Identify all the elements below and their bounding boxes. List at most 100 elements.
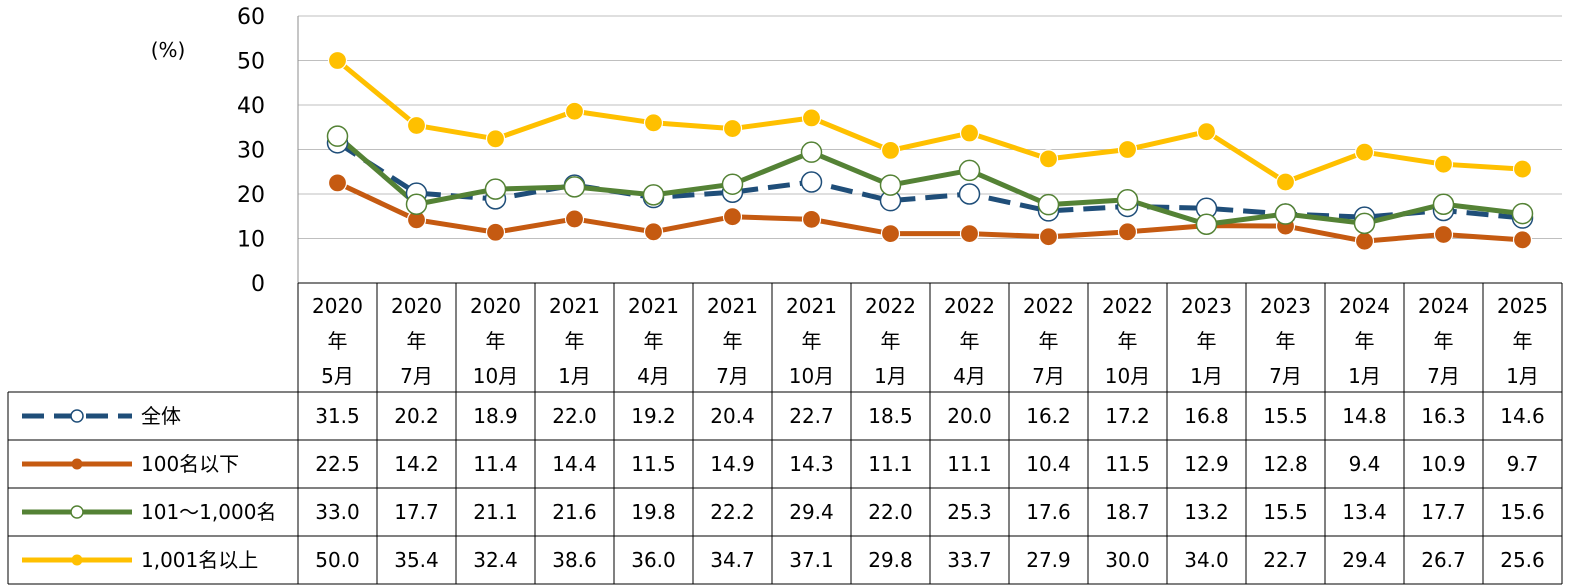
table-cell: 11.4 [473, 452, 518, 476]
y-tick-label: 60 [237, 5, 265, 30]
table-cell: 29.8 [868, 548, 913, 572]
table-cell: 10.9 [1421, 452, 1466, 476]
table-cell: 50.0 [315, 548, 360, 572]
x-tick-nen: 年 [723, 329, 743, 353]
table-cell: 26.7 [1421, 548, 1466, 572]
table-cell: 13.4 [1342, 500, 1387, 524]
data-point [643, 113, 664, 133]
table-cell: 19.8 [631, 500, 676, 524]
table-cell: 20.4 [710, 404, 755, 428]
table-cell: 11.5 [1105, 452, 1150, 476]
table-cell: 11.1 [868, 452, 913, 476]
data-point [564, 101, 585, 121]
table-cell: 21.6 [552, 500, 597, 524]
data-point [485, 129, 506, 149]
table-cell: 12.9 [1184, 452, 1229, 476]
data-point [1354, 231, 1375, 251]
x-tick-month: 1月 [1348, 364, 1381, 388]
table-cell: 18.5 [868, 404, 913, 428]
legend-swatch-marker [70, 505, 84, 519]
table-cell: 19.2 [631, 404, 676, 428]
x-tick-year: 2021 [628, 294, 679, 318]
table-cell: 37.1 [789, 548, 834, 572]
table-cell: 22.2 [710, 500, 755, 524]
data-point [958, 183, 981, 205]
table-cell: 14.6 [1500, 404, 1545, 428]
x-tick-month: 7月 [1032, 364, 1065, 388]
data-point [721, 173, 744, 195]
table-cell: 17.7 [1421, 500, 1466, 524]
x-tick-month: 1月 [1506, 364, 1539, 388]
data-point [800, 141, 823, 163]
x-tick-month: 1月 [558, 364, 591, 388]
series-line [336, 140, 1523, 221]
data-point [1354, 142, 1375, 162]
legend-swatch-marker [71, 458, 83, 470]
table-cell: 15.5 [1263, 404, 1308, 428]
table-cell: 20.2 [394, 404, 439, 428]
table-cell: 22.7 [1263, 548, 1308, 572]
data-point [327, 173, 348, 193]
legend-swatch-marker [70, 409, 84, 423]
table-cell: 33.7 [947, 548, 992, 572]
table-cell: 34.7 [710, 548, 755, 572]
x-tick-month: 1月 [1190, 364, 1223, 388]
x-tick-year: 2020 [470, 294, 521, 318]
y-tick-labels: 0 10 20 30 40 50 60 [237, 5, 265, 297]
data-point [326, 125, 349, 147]
table-cell: 22.5 [315, 452, 360, 476]
data-point [485, 222, 506, 242]
x-tick-month: 4月 [953, 364, 986, 388]
table-cell: 25.6 [1500, 548, 1545, 572]
x-tick-month: 7月 [1269, 364, 1302, 388]
table-cell: 15.5 [1263, 500, 1308, 524]
data-point [880, 140, 901, 160]
data-point [959, 224, 980, 244]
table-cell: 30.0 [1105, 548, 1150, 572]
x-tick-month: 10月 [789, 364, 834, 388]
x-tick-nen: 年 [1276, 329, 1296, 353]
y-tick-label: 40 [237, 94, 265, 119]
data-point [1433, 224, 1454, 245]
x-tick-year: 2021 [786, 294, 837, 318]
x-tick-nen: 年 [486, 329, 506, 353]
series-line [335, 134, 1523, 227]
data-point [1512, 230, 1533, 250]
table-cell: 18.9 [473, 404, 518, 428]
x-tick-month: 10月 [473, 364, 518, 388]
x-tick-nen: 年 [1355, 329, 1375, 353]
data-point [1117, 139, 1138, 160]
x-tick-nen: 年 [644, 329, 664, 353]
x-tick-year: 2022 [1023, 294, 1074, 318]
table-cell: 12.8 [1263, 452, 1308, 476]
table-cell: 17.7 [394, 500, 439, 524]
table-cell: 16.2 [1026, 404, 1071, 428]
table-cell: 11.5 [631, 452, 676, 476]
table-cell: 14.3 [789, 452, 834, 476]
data-point [405, 193, 428, 215]
x-tick-year: 2021 [549, 294, 600, 318]
legend-label: 100名以下 [141, 452, 239, 476]
table-cell: 20.0 [947, 404, 992, 428]
legend-label: 全体 [141, 404, 181, 428]
table-cell: 35.4 [394, 548, 439, 572]
data-point [1274, 203, 1297, 225]
x-tick-year: 2024 [1339, 294, 1390, 318]
table-cell: 32.4 [473, 548, 518, 572]
data-point [1432, 193, 1455, 215]
data-point [880, 224, 901, 244]
x-tick-nen: 年 [565, 329, 585, 353]
x-tick-year: 2022 [865, 294, 916, 318]
data-point [1512, 159, 1533, 179]
table-cell: 22.7 [789, 404, 834, 428]
data-point [1353, 212, 1376, 235]
data-point [1116, 189, 1139, 211]
y-tick-label: 10 [237, 228, 265, 253]
data-point [564, 209, 585, 229]
table-cell: 11.1 [947, 452, 992, 476]
data-point [959, 123, 980, 143]
table-cell: 38.6 [552, 548, 597, 572]
x-tick-year: 2022 [944, 294, 995, 318]
data-point [1195, 213, 1218, 236]
table-cell: 36.0 [631, 548, 676, 572]
